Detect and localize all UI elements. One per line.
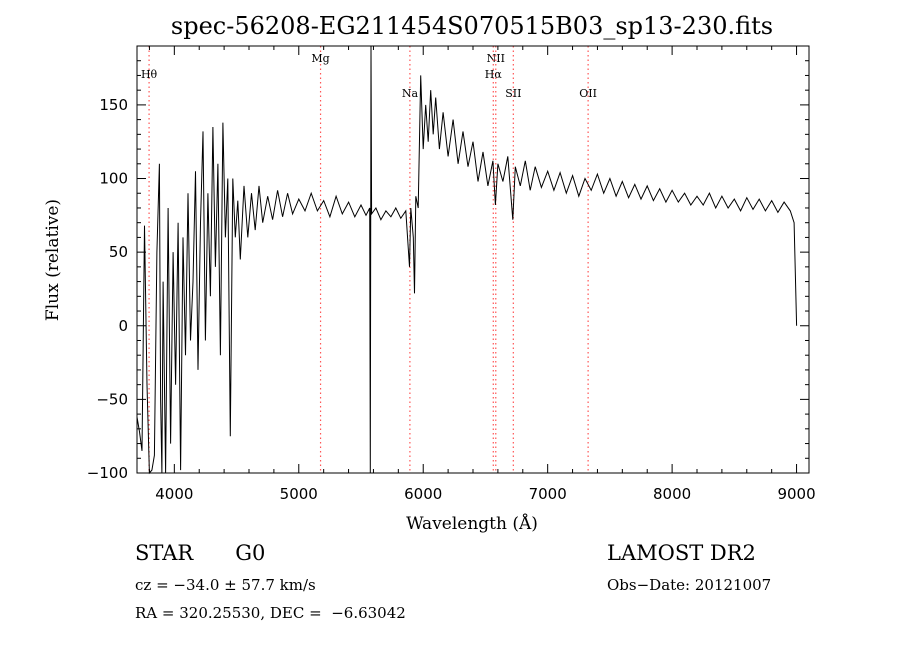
redshift-cz: cz = −34.0 ± 57.7 km/s (135, 576, 316, 594)
survey-name: LAMOST DR2 (607, 541, 756, 565)
y-tick-label: −50 (96, 390, 128, 408)
marker-label-Hα: Hα (485, 68, 503, 81)
x-axis: 4000 5000 6000 7000 8000 9000 (148, 46, 816, 503)
x-tick-label: 6000 (404, 485, 442, 503)
object-class-line: STAR G0 (135, 541, 265, 565)
spectrum-line (136, 45, 798, 475)
plot-frame (136, 45, 810, 474)
x-tick-label: 5000 (280, 485, 318, 503)
marker-label-NII: NII (487, 52, 505, 65)
object-class: STAR (135, 541, 194, 565)
marker-label-Mg: Mg (311, 52, 329, 65)
y-tick-label: 100 (99, 170, 128, 188)
x-tick-label: 4000 (155, 485, 193, 503)
spectrum-layer (136, 45, 798, 475)
x-tick-label: 9000 (777, 485, 815, 503)
y-axis-label: Flux (relative) (43, 199, 63, 321)
y-tick-label: 50 (109, 243, 128, 261)
marker-label-OII: OII (579, 87, 597, 100)
observation-date: Obs−Date: 20121007 (607, 576, 772, 594)
marker-label-SII: SII (505, 87, 521, 100)
y-tick-label: 150 (99, 96, 128, 114)
marker-label-Hθ: Hθ (141, 68, 158, 81)
y-axis: −100 −50 0 50 100 150 (87, 60, 809, 482)
y-tick-label: 0 (118, 317, 128, 335)
chart-title: spec-56208-EG211454S070515B03_sp13-230.f… (171, 12, 773, 40)
sky-coordinates: RA = 320.25530, DEC = −6.63042 (135, 604, 406, 622)
x-axis-label: Wavelength (Å) (406, 513, 538, 534)
spectral-subclass: G0 (235, 541, 266, 565)
x-tick-label: 8000 (653, 485, 691, 503)
y-tick-label: −100 (87, 464, 128, 482)
x-tick-label: 7000 (529, 485, 567, 503)
marker-label-Na: Na (402, 87, 419, 100)
